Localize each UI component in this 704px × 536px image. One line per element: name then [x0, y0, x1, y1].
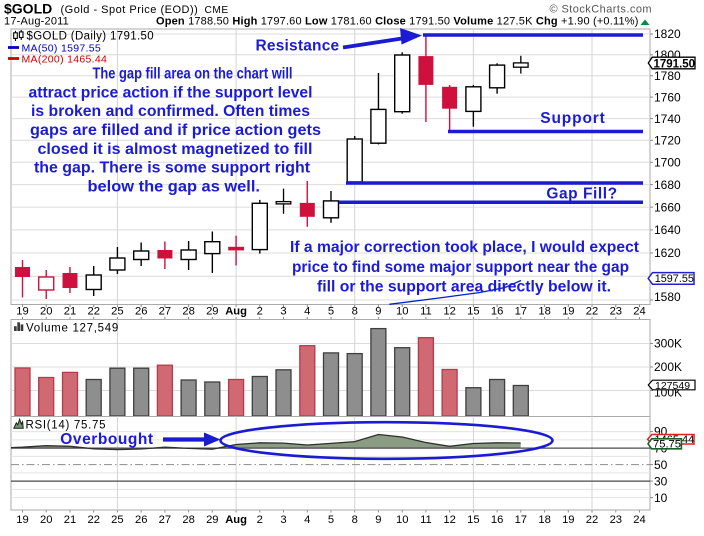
svg-text:closed it is almost magnetized: closed it is almost magnetized to fill — [38, 141, 313, 158]
svg-text:attract price action if the su: attract price action if the support leve… — [29, 84, 313, 101]
svg-text:17-Aug-2011: 17-Aug-2011 — [4, 16, 69, 28]
svg-text:22: 22 — [586, 514, 598, 526]
svg-text:27: 27 — [159, 306, 171, 318]
svg-text:price to find some major suppo: price to find some major support near th… — [292, 259, 629, 276]
svg-text:29: 29 — [206, 514, 218, 526]
svg-text:10: 10 — [654, 491, 668, 505]
svg-text:19: 19 — [16, 514, 28, 526]
svg-text:300K: 300K — [654, 337, 682, 351]
svg-text:Aug: Aug — [225, 514, 247, 526]
svg-text:1760: 1760 — [654, 90, 681, 104]
svg-text:75.75: 75.75 — [653, 438, 681, 450]
svg-text:The gap fill area on the chart: The gap fill area on the chart will — [93, 66, 293, 83]
svg-text:Overbought: Overbought — [60, 431, 153, 448]
svg-text:200K: 200K — [654, 360, 682, 374]
svg-text:23: 23 — [610, 306, 622, 318]
svg-text:Volume 127,549: Volume 127,549 — [26, 323, 119, 335]
svg-text:1580: 1580 — [654, 290, 681, 304]
svg-text:CME: CME — [205, 5, 229, 16]
svg-text:22: 22 — [87, 514, 99, 526]
svg-text:Open 1788.50 High 1797.60 Low: Open 1788.50 High 1797.60 Low 1781.60 Cl… — [156, 16, 639, 28]
svg-text:3: 3 — [280, 514, 286, 526]
svg-text:22: 22 — [87, 306, 99, 318]
svg-text:1620: 1620 — [654, 246, 681, 260]
svg-text:19: 19 — [562, 514, 574, 526]
svg-text:11: 11 — [420, 514, 432, 526]
svg-text:23: 23 — [610, 514, 622, 526]
svg-text:9: 9 — [375, 306, 381, 318]
svg-text:17: 17 — [515, 514, 527, 526]
svg-text:1597.55: 1597.55 — [655, 273, 694, 285]
svg-text:8: 8 — [352, 514, 358, 526]
svg-text:Aug: Aug — [225, 306, 247, 318]
svg-text:30: 30 — [654, 474, 668, 488]
svg-text:1700: 1700 — [654, 156, 681, 170]
svg-text:11: 11 — [420, 306, 432, 318]
svg-text:25: 25 — [111, 306, 123, 318]
svg-text:1740: 1740 — [654, 112, 681, 126]
svg-text:27: 27 — [159, 514, 171, 526]
svg-text:the gap. There is some support: the gap. There is some support right — [34, 160, 310, 177]
svg-text:18: 18 — [538, 306, 550, 318]
svg-text:If a major correction took pla: If a major correction took place, I woul… — [290, 239, 639, 256]
svg-text:5: 5 — [328, 514, 334, 526]
svg-text:4: 4 — [304, 514, 310, 526]
svg-text:below the gap as well.: below the gap as well. — [88, 179, 261, 196]
svg-text:28: 28 — [182, 514, 194, 526]
svg-text:2: 2 — [257, 514, 263, 526]
svg-text:25: 25 — [111, 514, 123, 526]
svg-text:26: 26 — [135, 306, 147, 318]
svg-text:20: 20 — [40, 306, 52, 318]
svg-text:22: 22 — [586, 306, 598, 318]
svg-text:1660: 1660 — [654, 200, 681, 214]
svg-text:28: 28 — [182, 306, 194, 318]
svg-text:19: 19 — [562, 306, 574, 318]
svg-text:MA(50) 1597.55: MA(50) 1597.55 — [22, 43, 102, 55]
svg-text:$GOLD: $GOLD — [4, 1, 52, 17]
svg-text:gaps are filled and if price a: gaps are filled and if price action gets — [30, 122, 321, 139]
svg-text:18: 18 — [538, 514, 550, 526]
svg-text:1720: 1720 — [654, 134, 681, 148]
svg-text:20: 20 — [40, 514, 52, 526]
svg-text:© StockCharts.com: © StockCharts.com — [549, 3, 652, 15]
svg-text:fill or the support area direc: fill or the support area directly below … — [317, 279, 611, 296]
svg-text:127549: 127549 — [655, 380, 690, 392]
svg-text:26: 26 — [135, 514, 147, 526]
svg-text:Gap Fill?: Gap Fill? — [546, 185, 617, 202]
svg-text:8: 8 — [352, 306, 358, 318]
svg-text:12: 12 — [443, 306, 455, 318]
svg-text:4: 4 — [304, 306, 310, 318]
svg-text:Resistance: Resistance — [256, 38, 340, 55]
svg-text:21: 21 — [64, 306, 76, 318]
svg-text:17: 17 — [515, 306, 527, 318]
svg-text:16: 16 — [491, 306, 503, 318]
svg-text:9: 9 — [375, 514, 381, 526]
svg-text:3: 3 — [280, 306, 286, 318]
svg-text:MA(200) 1465.44: MA(200) 1465.44 — [22, 54, 108, 66]
svg-text:15: 15 — [467, 514, 479, 526]
svg-text:1780: 1780 — [654, 69, 681, 83]
svg-text:1791.50: 1791.50 — [654, 58, 696, 70]
svg-text:(Gold - Spot Price (EOD)): (Gold - Spot Price (EOD)) — [61, 4, 199, 16]
svg-text:50: 50 — [654, 458, 668, 472]
svg-text:24: 24 — [633, 514, 645, 526]
svg-text:2: 2 — [257, 306, 263, 318]
svg-text:10: 10 — [396, 514, 408, 526]
svg-text:19: 19 — [16, 306, 28, 318]
svg-text:5: 5 — [328, 306, 334, 318]
svg-text:15: 15 — [467, 306, 479, 318]
svg-text:RSI(14) 75.75: RSI(14) 75.75 — [26, 420, 107, 432]
svg-text:16: 16 — [491, 514, 503, 526]
svg-text:1640: 1640 — [654, 223, 681, 237]
svg-text:$GOLD (Daily) 1791.50: $GOLD (Daily) 1791.50 — [27, 31, 155, 43]
svg-text:24: 24 — [633, 306, 645, 318]
svg-text:is broken and confirmed. Often: is broken and confirmed. Often times — [31, 103, 310, 120]
svg-text:21: 21 — [64, 514, 76, 526]
svg-text:12: 12 — [443, 514, 455, 526]
svg-text:29: 29 — [206, 306, 218, 318]
svg-text:10: 10 — [396, 306, 408, 318]
svg-text:1680: 1680 — [654, 178, 681, 192]
svg-text:1820: 1820 — [654, 27, 681, 41]
svg-text:Support: Support — [540, 110, 605, 127]
